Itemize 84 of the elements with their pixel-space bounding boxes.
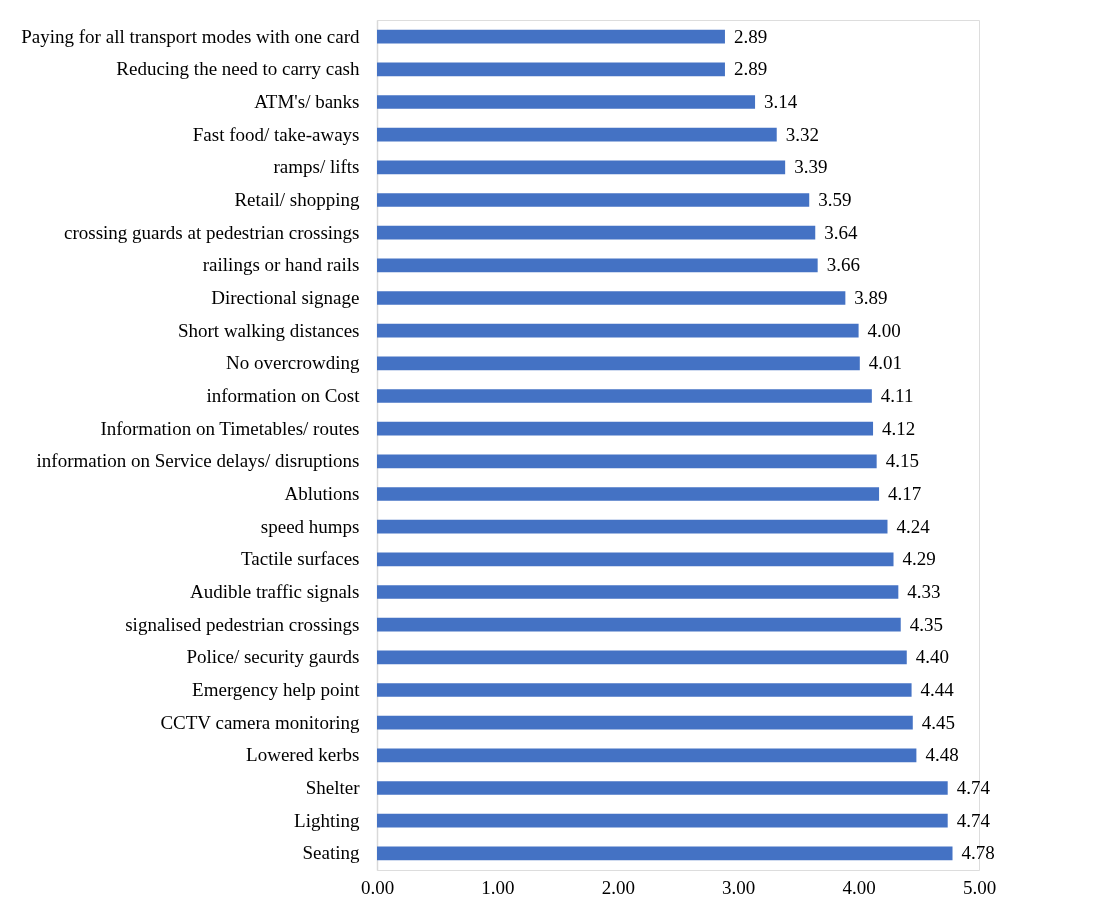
data-label: 4.35 bbox=[909, 613, 943, 635]
data-label: 4.74 bbox=[956, 809, 991, 831]
data-label: 2.89 bbox=[733, 58, 768, 80]
data-label: 4.12 bbox=[882, 417, 916, 439]
data-label: 4.78 bbox=[961, 842, 995, 864]
data-label: 3.39 bbox=[794, 156, 828, 178]
y-tick-label: Ablutions bbox=[284, 483, 360, 504]
y-tick-label: No overcrowding bbox=[226, 352, 360, 374]
data-label: 2.89 bbox=[733, 25, 768, 47]
data-label: 4.48 bbox=[925, 744, 959, 766]
data-label: 4.01 bbox=[868, 352, 903, 374]
data-label: 3.64 bbox=[824, 221, 859, 243]
x-tick-label: 5.00 bbox=[962, 876, 997, 898]
bar bbox=[377, 127, 777, 142]
data-label: 3.89 bbox=[854, 287, 888, 308]
data-label: 4.29 bbox=[902, 548, 936, 570]
bar bbox=[377, 291, 846, 305]
y-tick-label: ramps/ lifts bbox=[273, 156, 360, 178]
data-label: 3.59 bbox=[818, 189, 852, 210]
data-label: 4.00 bbox=[867, 319, 901, 341]
bar bbox=[377, 650, 907, 665]
data-label: 3.14 bbox=[764, 90, 798, 112]
bar bbox=[377, 813, 948, 828]
x-tick-label: 2.00 bbox=[601, 876, 635, 898]
x-tick-label: 0.00 bbox=[360, 876, 395, 898]
bar bbox=[377, 846, 953, 861]
data-label: 4.17 bbox=[888, 483, 922, 504]
bar bbox=[377, 356, 860, 371]
data-label: 3.66 bbox=[826, 254, 860, 276]
data-label: 3.32 bbox=[785, 123, 819, 145]
bar bbox=[377, 258, 818, 273]
data-label: 4.40 bbox=[915, 646, 950, 668]
bar bbox=[377, 617, 901, 632]
bar bbox=[377, 323, 859, 338]
y-tick-label: information on Service delays/ disruptions bbox=[36, 450, 360, 472]
bar bbox=[377, 193, 810, 207]
y-tick-label: Police/ security gaurds bbox=[186, 646, 360, 668]
y-tick-label: crossing guards at pedestrian crossings bbox=[64, 221, 360, 243]
y-tick-label: Short walking distances bbox=[177, 319, 360, 341]
bar bbox=[377, 715, 913, 730]
bar bbox=[377, 683, 912, 697]
bar bbox=[377, 389, 872, 403]
y-tick-label: Directional signage bbox=[211, 287, 360, 308]
data-label: 4.15 bbox=[885, 450, 919, 472]
data-label: 4.33 bbox=[907, 581, 941, 602]
bar bbox=[377, 160, 786, 175]
bar bbox=[377, 585, 899, 599]
y-tick-label: railings or hand rails bbox=[202, 254, 360, 276]
bar bbox=[377, 454, 877, 469]
bar bbox=[377, 225, 816, 240]
data-label: 4.24 bbox=[896, 515, 931, 537]
y-tick-label: Information on Timetables/ routes bbox=[100, 417, 360, 439]
y-tick-label: Emergency help point bbox=[192, 679, 361, 700]
bar bbox=[377, 748, 917, 763]
data-label: 4.74 bbox=[956, 777, 991, 799]
data-label: 4.45 bbox=[921, 711, 956, 733]
y-tick-label: speed humps bbox=[260, 515, 360, 537]
y-tick-label: Lowered kerbs bbox=[246, 744, 360, 766]
y-tick-label: Shelter bbox=[305, 777, 361, 799]
y-tick-label: Fast food/ take-aways bbox=[192, 123, 360, 145]
x-tick-label: 1.00 bbox=[481, 876, 515, 898]
y-tick-label: signalised pedestrian crossings bbox=[125, 613, 360, 635]
bar bbox=[377, 95, 756, 109]
bar bbox=[377, 421, 874, 436]
x-tick-label: 3.00 bbox=[722, 876, 756, 898]
y-tick-label: Paying for all transport modes with one card bbox=[21, 25, 360, 47]
y-tick-label: Audible traffic signals bbox=[189, 581, 360, 602]
y-tick-label: information on Cost bbox=[206, 385, 361, 406]
x-tick-label: 4.00 bbox=[842, 876, 876, 898]
bar bbox=[377, 519, 888, 534]
y-tick-label: Retail/ shopping bbox=[234, 189, 360, 210]
y-tick-label: Tactile surfaces bbox=[241, 548, 360, 570]
bar bbox=[377, 781, 948, 795]
y-tick-label: ATM's/ banks bbox=[254, 90, 360, 112]
bar bbox=[377, 552, 894, 567]
y-tick-label: Lighting bbox=[294, 809, 360, 831]
y-tick-label: CCTV camera monitoring bbox=[160, 711, 360, 733]
y-tick-label: Reducing the need to carry cash bbox=[116, 58, 360, 80]
y-tick-label: Seating bbox=[302, 842, 360, 864]
bar bbox=[377, 487, 880, 501]
bar bbox=[377, 29, 725, 44]
bar bbox=[377, 62, 725, 77]
data-label: 4.44 bbox=[920, 679, 955, 700]
data-label: 4.11 bbox=[880, 385, 914, 406]
